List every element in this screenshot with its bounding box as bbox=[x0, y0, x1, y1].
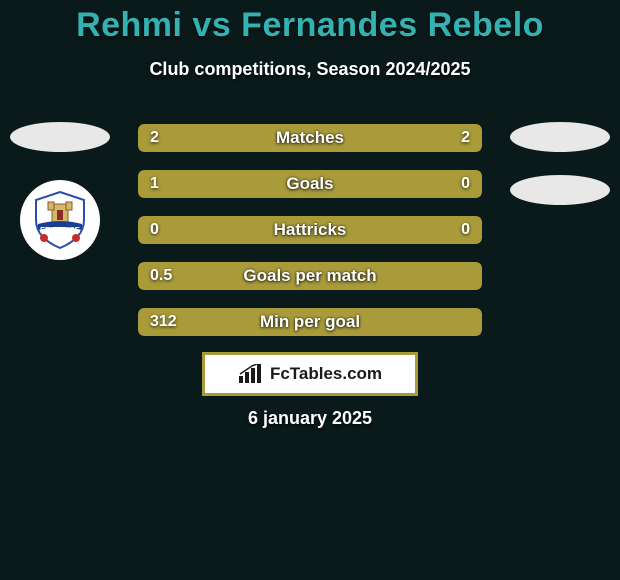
stat-label: Goals bbox=[138, 170, 482, 198]
stats-table: 22Matches 10Goals 00Hattricks 0.5Goals per … bbox=[138, 124, 482, 354]
subtitle: Club competitions, Season 2024/2025 bbox=[0, 59, 620, 80]
stat-label: Matches bbox=[138, 124, 482, 152]
stat-row: 22Matches bbox=[138, 124, 482, 152]
player-right-photo-placeholder-1 bbox=[510, 122, 610, 152]
brand-attribution[interactable]: FcTables.com bbox=[202, 352, 418, 396]
stat-row: 10Goals bbox=[138, 170, 482, 198]
stat-label: Min per goal bbox=[138, 308, 482, 336]
player-right-photo-placeholder-2 bbox=[510, 175, 610, 205]
date-label: 6 january 2025 bbox=[0, 408, 620, 429]
comparison-widget: Rehmi vs Fernandes Rebelo Club competiti… bbox=[0, 0, 620, 580]
brand-text: FcTables.com bbox=[270, 364, 382, 384]
page-title: Rehmi vs Fernandes Rebelo bbox=[0, 0, 620, 45]
stat-label: Hattricks bbox=[138, 216, 482, 244]
bar-chart-icon bbox=[238, 364, 264, 384]
club-logo: FEIRENSE bbox=[20, 180, 100, 260]
stat-label: Goals per match bbox=[138, 262, 482, 290]
stat-row: 312Min per goal bbox=[138, 308, 482, 336]
feirense-crest-icon: FEIRENSE bbox=[30, 190, 90, 250]
stat-row: 00Hattricks bbox=[138, 216, 482, 244]
svg-text:FEIRENSE: FEIRENSE bbox=[40, 226, 81, 235]
stat-row: 0.5Goals per match bbox=[138, 262, 482, 290]
player-left-photo-placeholder bbox=[10, 122, 110, 152]
